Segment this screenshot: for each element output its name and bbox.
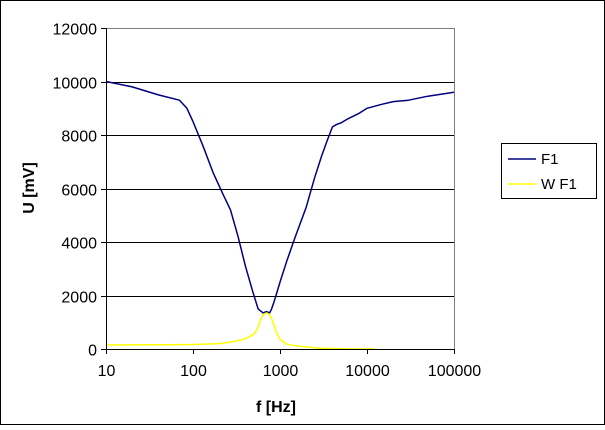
- x-tick-label: 100000: [428, 363, 481, 380]
- y-tick-label: 10000: [53, 76, 98, 93]
- y-tick-label: 4000: [61, 236, 97, 253]
- x-tick-label: 100: [180, 363, 207, 380]
- series-lines: [105, 80, 455, 350]
- x-tick-label: 10: [98, 363, 116, 380]
- axes: [101, 28, 455, 354]
- y-tick-label: 12000: [53, 22, 98, 39]
- y-axis-title: U [mV]: [21, 162, 38, 214]
- y-tick-label: 2000: [61, 290, 97, 307]
- tick-labels: 0 2000 4000 6000 8000 10000 12000 10 100 1000 1000…: [53, 22, 482, 381]
- x-axis-title: f [Hz]: [256, 399, 296, 416]
- legend: F1 W F1: [501, 143, 597, 199]
- y-tick-label: 8000: [61, 129, 97, 146]
- y-tick-label: 0: [88, 343, 97, 360]
- series-line-w-f1: [105, 312, 374, 350]
- legend-label-w-f1: W F1: [541, 176, 577, 193]
- x-tick-label: 1000: [263, 363, 299, 380]
- legend-label-f1: F1: [541, 151, 559, 168]
- x-tick-label: 10000: [345, 363, 390, 380]
- series-line-f1: [105, 80, 455, 314]
- legend-box: [501, 143, 597, 199]
- y-tick-label: 6000: [61, 183, 97, 200]
